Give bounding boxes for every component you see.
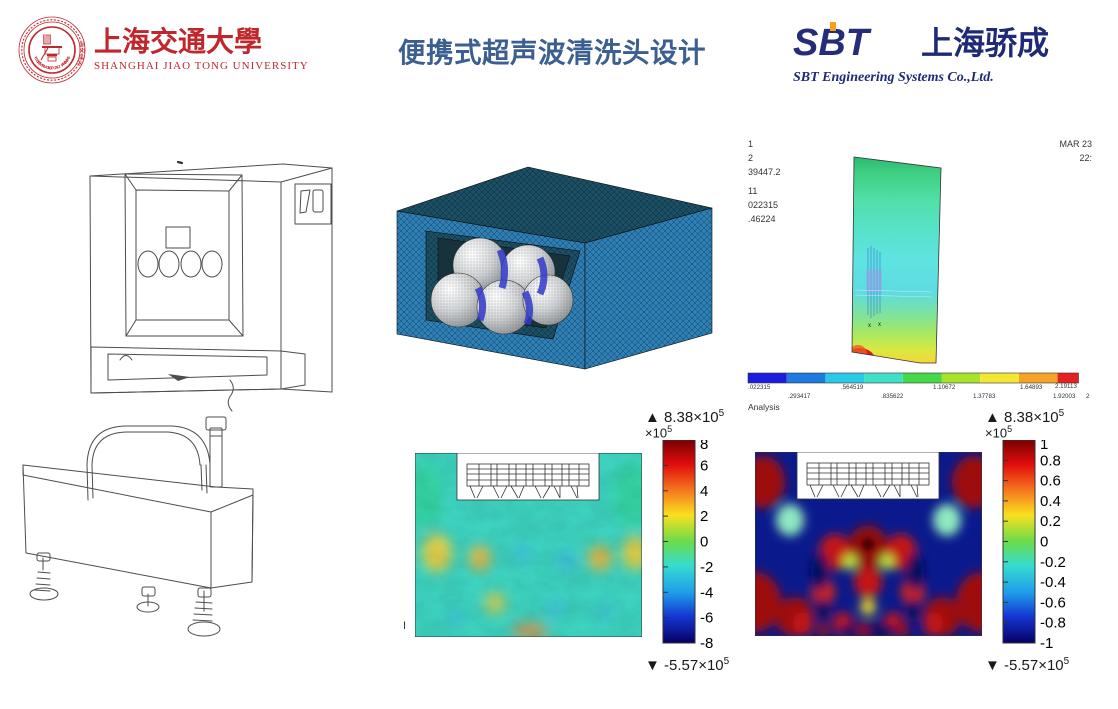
svg-text:0: 0: [700, 534, 708, 551]
svg-text:0.4: 0.4: [1040, 493, 1061, 510]
svg-text:-0.8: -0.8: [1040, 615, 1066, 632]
svg-text:x: x: [878, 322, 881, 328]
svg-text:-8: -8: [700, 635, 713, 652]
svg-text:1: 1: [1040, 440, 1048, 453]
svg-text:6: 6: [700, 457, 708, 474]
svg-text:-0.6: -0.6: [1040, 594, 1066, 611]
svg-text:0.8: 0.8: [1040, 452, 1061, 469]
svg-text:8: 8: [700, 440, 708, 453]
svg-text:-1: -1: [1040, 635, 1053, 652]
svg-text:0: 0: [1040, 534, 1048, 551]
svg-text:-6: -6: [700, 610, 713, 627]
svg-text:2: 2: [700, 508, 708, 525]
svg-text:-4: -4: [700, 584, 713, 601]
svg-text:0.6: 0.6: [1040, 473, 1061, 490]
svg-text:-2: -2: [700, 559, 713, 576]
svg-text:x: x: [868, 323, 871, 329]
svg-text:-0.2: -0.2: [1040, 554, 1066, 571]
svg-text:0.2: 0.2: [1040, 513, 1061, 530]
svg-text:4: 4: [700, 483, 708, 500]
svg-text:-0.4: -0.4: [1040, 574, 1066, 591]
